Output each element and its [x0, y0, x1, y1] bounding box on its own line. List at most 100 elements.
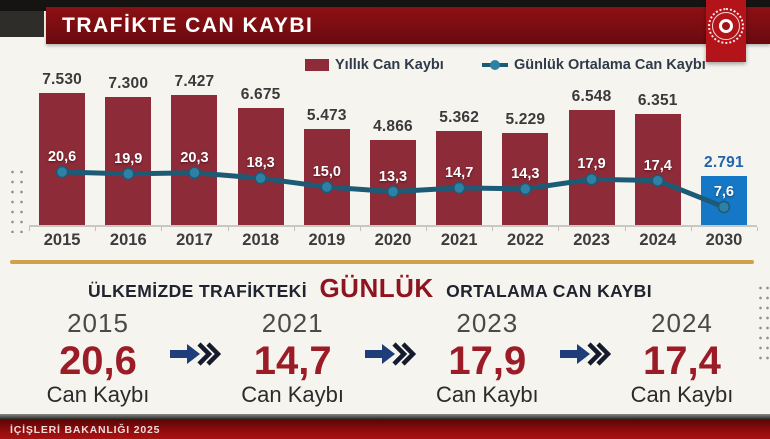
bar-value-label: 6.675 — [240, 86, 281, 103]
stat-year: 2023 — [456, 308, 519, 338]
stat-2015: 2015 20,6 Can Kaybı — [28, 308, 168, 408]
stat-value: 17,4 — [643, 339, 721, 383]
bar-value-label: 7.427 — [174, 73, 215, 90]
axis-tick — [161, 227, 163, 231]
bar-value-label: 5.229 — [505, 111, 546, 128]
legend-item-daily: Günlük Ortalama Can Kaybı — [482, 57, 706, 73]
x-tick-label-2018: 2018 — [242, 231, 280, 249]
chart-column-2030: 2.791 7,6 — [691, 80, 757, 225]
line-value-label: 15,0 — [312, 164, 341, 181]
x-axis-labels: 2015 2016 2017 2018 2019 2020 2021 2022 2023 2024… — [29, 231, 757, 250]
heading-pre: ÜLKEMİZDE TRAFİKTEKİ — [88, 281, 307, 301]
axis-tick — [757, 227, 758, 231]
line-value-label: 19,9 — [114, 150, 143, 167]
x-tick-label-2019: 2019 — [308, 231, 346, 249]
chart-column-2016: 7.300 19,9 — [95, 75, 161, 225]
chart-column-2019: 5.473 15,0 — [294, 80, 360, 225]
x-tick-label-2022: 2022 — [507, 231, 544, 249]
footer-source-text: İÇİŞLERİ BAKANLIĞI 2025 — [10, 423, 161, 436]
line-value-label: 17,9 — [577, 156, 606, 173]
line-value-label: 7,6 — [713, 183, 734, 200]
page-title: TRAFİKTE CAN KAYBI — [62, 13, 314, 37]
line-value-label: 20,3 — [180, 149, 209, 166]
ministry-emblem-icon — [708, 8, 744, 44]
x-tick-label-2024: 2024 — [639, 231, 677, 249]
line-value-label: 18,3 — [246, 155, 275, 172]
stat-2024: 2024 17,4 Can Kaybı — [612, 308, 752, 408]
bar-value-label: 4.866 — [373, 118, 413, 135]
progression-arrow-icon — [170, 342, 222, 366]
x-tick-label-2016: 2016 — [109, 231, 147, 249]
chart-column-2015: 7.530 20,6 — [29, 71, 95, 225]
x-axis-line — [29, 225, 757, 227]
heading-post: ORTALAMA CAN KAYBI — [446, 281, 652, 301]
x-tick-label-2017: 2017 — [176, 231, 213, 249]
legend-label-daily: Günlük Ortalama Can Kaybı — [514, 57, 706, 73]
header-left-block — [0, 11, 44, 37]
bar-value-label: 6.548 — [571, 88, 612, 105]
stat-label: Can Kaybı — [435, 382, 539, 407]
bar-line-chart: 7.530 20,6 7.300 19,9 7.427 20,3 6.675 18,3 5.47… — [29, 71, 757, 225]
stat-label: Can Kaybı — [46, 382, 150, 407]
legend-item-yearly: Yıllık Can Kaybı — [305, 57, 444, 73]
top-black-strip — [0, 0, 770, 11]
line-value-label: 20,6 — [47, 149, 77, 165]
summary-stats-row: 2015 20,6 Can Kaybı 2021 14,7 Can Kaybı … — [28, 308, 752, 408]
header-banner: TRAFİKTE CAN KAYBI — [46, 7, 770, 44]
axis-tick — [690, 227, 692, 231]
bar-value-label: 7.530 — [42, 71, 82, 88]
chart-column-2021: 5.362 14,7 — [426, 80, 492, 225]
axis-tick — [624, 227, 626, 231]
stat-label: Can Kaybı — [241, 382, 345, 407]
axis-tick — [293, 227, 295, 231]
x-tick-label-2015: 2015 — [43, 231, 81, 249]
stat-2021: 2021 14,7 Can Kaybı — [223, 308, 363, 408]
bar-series-swatch-icon — [305, 59, 329, 71]
axis-tick — [492, 227, 494, 231]
chart-legend: Yıllık Can Kaybı Günlük Ortalama Can Kay… — [0, 57, 770, 75]
chart-column-2024: 6.351 17,4 — [625, 80, 691, 225]
axis-tick — [558, 227, 560, 231]
progression-arrow-icon — [364, 342, 416, 366]
bar-value-label: 5.473 — [306, 107, 347, 124]
x-tick-label-2023: 2023 — [573, 231, 610, 249]
axis-tick — [359, 227, 361, 231]
x-tick-label-2030: 2030 — [705, 231, 743, 249]
axis-tick — [29, 227, 30, 231]
line-series-swatch-icon — [482, 60, 508, 70]
x-tick-label-2021: 2021 — [440, 231, 478, 249]
heading-highlight: GÜNLÜK — [319, 273, 434, 303]
gold-divider — [10, 260, 754, 264]
line-value-label: 14,7 — [445, 164, 474, 181]
axis-tick — [227, 227, 229, 231]
chart-column-2020: 4.866 13,3 — [360, 80, 426, 225]
stat-value: 17,9 — [448, 339, 527, 383]
legend-label-yearly: Yıllık Can Kaybı — [335, 57, 444, 73]
axis-tick — [95, 227, 97, 231]
stat-year: 2024 — [651, 308, 713, 338]
progression-arrow-icon — [559, 342, 611, 366]
bar-value-label: 6.351 — [637, 92, 678, 109]
stat-year: 2015 — [67, 308, 129, 338]
dot-grid-decoration — [8, 167, 24, 233]
ministry-ribbon — [706, 0, 746, 62]
stat-2023: 2023 17,9 Can Kaybı — [417, 308, 557, 408]
footer-bar: İÇİŞLERİ BAKANLIĞI 2025 — [0, 420, 770, 439]
line-value-label: 17,4 — [643, 157, 672, 174]
stat-value: 14,7 — [253, 339, 332, 383]
stat-label: Can Kaybı — [630, 382, 734, 407]
bar-value-label: 5.362 — [439, 109, 480, 126]
summary-heading: ÜLKEMİZDE TRAFİKTEKİ GÜNLÜK ORTALAMA CAN… — [0, 273, 740, 304]
stat-value: 20,6 — [59, 339, 137, 383]
axis-tick — [426, 227, 428, 231]
stat-year: 2021 — [261, 308, 324, 338]
bar-value-label: 7.300 — [108, 75, 149, 92]
dot-grid-decoration — [757, 283, 769, 365]
bar-value-label: 2.791 — [704, 154, 744, 171]
chart-column-2018: 6.675 18,3 — [228, 80, 294, 225]
x-tick-label-2020: 2020 — [374, 231, 412, 249]
line-value-label: 13,3 — [378, 168, 408, 185]
line-value-label: 14,3 — [511, 165, 540, 182]
footer-black-strip — [0, 414, 770, 420]
